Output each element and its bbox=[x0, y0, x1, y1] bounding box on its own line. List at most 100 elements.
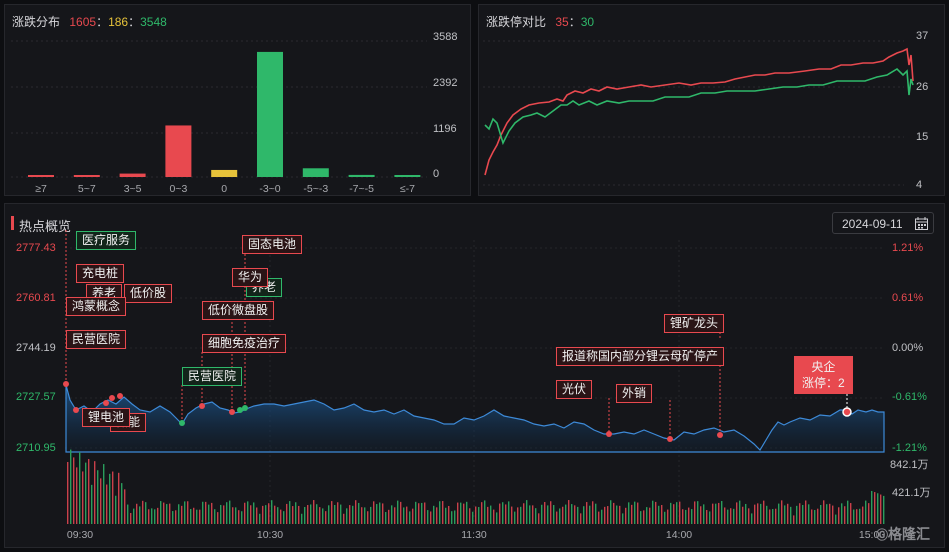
volume-bar bbox=[514, 511, 516, 524]
hotspot-tag[interactable]: 医疗服务 bbox=[76, 231, 137, 250]
volume-bar bbox=[160, 501, 162, 524]
dist-bar bbox=[348, 174, 375, 177]
dist-bar bbox=[119, 173, 146, 177]
volume-bar bbox=[553, 505, 555, 524]
hotspot-tag[interactable]: 充电桩 bbox=[76, 264, 125, 283]
volume-bar bbox=[205, 501, 207, 524]
volume-bar bbox=[400, 501, 402, 524]
hotspot-tag[interactable]: 固态电池 bbox=[242, 235, 303, 254]
hotspot-tag[interactable]: 低价股 bbox=[124, 284, 173, 303]
volume-bar bbox=[526, 500, 528, 524]
volume-bar bbox=[646, 507, 648, 524]
volume-bar bbox=[301, 513, 303, 524]
volume-bar bbox=[598, 511, 600, 524]
volume-bar bbox=[370, 506, 372, 524]
volume-bar bbox=[832, 505, 834, 524]
brand-text: 格隆汇 bbox=[888, 526, 931, 542]
hotspot-tag[interactable]: 锂电池 bbox=[82, 408, 131, 427]
volume-bar bbox=[157, 507, 159, 524]
hotspot-tag[interactable]: 锂矿龙头 bbox=[664, 314, 725, 333]
date-picker[interactable]: 2024-09-11 bbox=[832, 212, 934, 234]
volume-bar bbox=[226, 502, 228, 524]
volume-bar bbox=[292, 506, 294, 524]
volume-bar bbox=[511, 506, 513, 524]
volume-bar bbox=[286, 503, 288, 524]
limit-ytick: 15 bbox=[916, 131, 929, 143]
volume-bar bbox=[772, 509, 774, 524]
volume-bar bbox=[757, 503, 759, 524]
volume-bar bbox=[280, 509, 282, 524]
volume-bar bbox=[688, 507, 690, 524]
price-tick: 2744.19 bbox=[16, 342, 56, 354]
dist-xtick: 0 bbox=[221, 183, 228, 195]
volume-bar bbox=[376, 504, 378, 524]
volume-bar bbox=[769, 509, 771, 524]
volume-bar bbox=[838, 507, 840, 524]
volume-bar bbox=[691, 509, 693, 524]
dist-bar bbox=[302, 168, 329, 177]
hotspot-tag[interactable]: 民营医院 bbox=[182, 367, 243, 386]
volume-bar bbox=[136, 503, 138, 524]
volume-bar bbox=[481, 502, 483, 524]
callout-title: 央企 bbox=[811, 360, 836, 374]
volume-bar bbox=[319, 507, 321, 524]
volume-bar bbox=[661, 505, 663, 524]
hotspot-tag[interactable]: 外销 bbox=[616, 384, 653, 403]
pct-tick: -1.21% bbox=[892, 442, 927, 454]
volume-bar bbox=[109, 473, 111, 524]
volume-bar bbox=[613, 502, 615, 524]
volume-bar bbox=[610, 500, 612, 524]
hotspot-tag[interactable]: 细胞免疫治疗 bbox=[202, 334, 287, 353]
volume-bar bbox=[844, 506, 846, 524]
volume-bar bbox=[412, 508, 414, 524]
volume-bar bbox=[487, 506, 489, 524]
volume-bar bbox=[673, 504, 675, 524]
volume-bar bbox=[352, 505, 354, 524]
volume-bar bbox=[859, 508, 861, 524]
distribution-panel: 涨跌分布 1605：186：3548 3588 2392 1196 0 ≥7 5~… bbox=[4, 4, 471, 196]
volume-bar bbox=[682, 509, 684, 524]
volume-bar bbox=[364, 507, 366, 524]
volume-bar bbox=[475, 506, 477, 524]
limit-title-text: 涨跌停对比 bbox=[486, 15, 547, 29]
volume-bar bbox=[490, 505, 492, 524]
volume-bar bbox=[199, 509, 201, 524]
volume-bar bbox=[808, 504, 810, 524]
volume-bar bbox=[520, 506, 522, 524]
volume-bar bbox=[265, 505, 267, 524]
dist-xtick: 5~7 bbox=[77, 183, 96, 195]
volume-bar bbox=[706, 509, 708, 524]
volume-bar bbox=[148, 509, 150, 524]
volume-bar bbox=[634, 501, 636, 524]
vol-tick: 842.1万 bbox=[890, 459, 929, 471]
price-tick: 2760.81 bbox=[16, 292, 56, 304]
volume-bar bbox=[763, 500, 765, 524]
volume-bar bbox=[208, 504, 210, 524]
hotspot-tag[interactable]: 民营医院 bbox=[66, 330, 127, 349]
volume-bar bbox=[760, 503, 762, 524]
vol-tick: 421.1万 bbox=[892, 487, 931, 499]
volume-bar bbox=[307, 505, 309, 524]
volume-bar bbox=[121, 483, 123, 524]
volume-bar bbox=[745, 503, 747, 524]
volume-bar bbox=[214, 509, 216, 524]
callout-soe[interactable]: 央企 涨停：2 bbox=[794, 356, 853, 394]
volume-bar bbox=[853, 509, 855, 524]
volume-bar bbox=[202, 501, 204, 524]
volume-bar bbox=[718, 502, 720, 524]
volume-bar bbox=[739, 500, 741, 524]
hotspot-tag[interactable]: 鸿蒙概念 bbox=[66, 297, 127, 316]
dist-ytick: 3588 bbox=[433, 31, 458, 43]
hotspot-tag[interactable]: 报道称国内部分锂云母矿停产 bbox=[556, 347, 725, 366]
volume-bar bbox=[577, 506, 579, 524]
volume-bar bbox=[850, 503, 852, 524]
volume-bar bbox=[88, 459, 90, 524]
volume-bar bbox=[118, 472, 120, 524]
hotspot-tag[interactable]: 华为 bbox=[232, 268, 269, 287]
hotspot-tag[interactable]: 光伏 bbox=[556, 380, 593, 399]
volume-bar bbox=[355, 500, 357, 524]
volume-bar bbox=[70, 449, 72, 524]
hotspot-tag[interactable]: 低价微盘股 bbox=[202, 301, 275, 320]
volume-bar bbox=[367, 511, 369, 524]
volume-bar bbox=[163, 502, 165, 524]
